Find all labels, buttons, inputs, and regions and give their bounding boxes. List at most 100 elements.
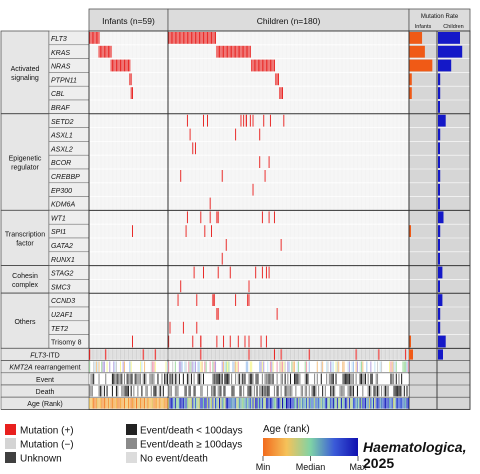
annotation-cell: [267, 373, 269, 385]
annotation-cell: [123, 361, 126, 372]
annotation-cell: [213, 349, 215, 360]
annotation-label: Event: [36, 377, 54, 384]
annotation-cell: [346, 398, 348, 409]
annotation-cell: [344, 373, 346, 385]
annotation-cell: [221, 361, 223, 372]
annotation-cell: [406, 361, 408, 372]
annotation-cell: [268, 385, 270, 397]
annotation-cell: [131, 385, 134, 397]
annotation-cell: [123, 385, 126, 397]
annotation-cell: [379, 385, 381, 397]
annotation-cell: [330, 349, 332, 360]
rate-bar-infants: [409, 45, 425, 58]
annotation-cell: [144, 349, 146, 360]
annotation-cell: [298, 373, 300, 385]
annotation-cell: [351, 398, 353, 409]
annotation-cell: [364, 385, 367, 397]
annotation-cell: [134, 361, 136, 372]
annotation-cell: [198, 361, 200, 372]
annotation-cell: [201, 361, 203, 372]
mutation-mark-child: [245, 45, 247, 58]
legend-swatch: [5, 452, 16, 463]
annotation-cell: [398, 373, 400, 385]
annotation-cell: [343, 361, 345, 372]
annotation-cell: [378, 361, 380, 372]
annotation-cell: [344, 398, 346, 409]
gene-label: CCND3: [51, 298, 75, 305]
annotation-cell: [394, 385, 396, 397]
annotation-cell: [292, 398, 294, 409]
annotation-cell: [117, 373, 119, 385]
legend-swatch: [5, 424, 16, 435]
annotation-cell: [181, 349, 183, 360]
annotation-cell: [188, 349, 190, 360]
annotation-cell: [91, 373, 93, 385]
annotation-cell: [227, 349, 229, 360]
annotation-cell: [304, 373, 306, 385]
annotation-cell: [315, 385, 317, 397]
annotation-cell: [340, 361, 342, 372]
annotation-cell: [114, 349, 116, 360]
annotation-cell: [364, 349, 367, 360]
annotation-cell: [314, 385, 316, 397]
annotation-cell: [149, 385, 151, 397]
annotation-cell: [374, 361, 376, 372]
annotation-cell: [188, 373, 190, 385]
annotation-cell: [302, 385, 304, 397]
annotation-cell: [185, 373, 187, 385]
annotation-cell: [110, 361, 112, 372]
annotation-cell: [204, 398, 206, 409]
annotation-cell: [146, 373, 148, 385]
annotation-cell: [276, 349, 278, 360]
annotation-cell: [201, 398, 203, 409]
annotation-cell: [216, 373, 218, 385]
annotation-cell: [377, 349, 379, 360]
annotation-cell: [370, 349, 372, 360]
mutation-mark-child: [273, 211, 275, 224]
annotation-cell: [224, 361, 226, 372]
rate-bar-infants: [409, 32, 423, 44]
mutation-mark-infant: [97, 32, 99, 44]
mutation-mark-child: [269, 114, 271, 127]
annotation-cell: [240, 398, 242, 409]
annotation-cell: [378, 398, 380, 409]
annotation-cell: [156, 398, 158, 409]
annotation-cell: [91, 349, 93, 360]
annotation-cell: [315, 349, 317, 360]
annotation-cell: [308, 373, 310, 385]
annotation-cell: [205, 373, 207, 385]
annotation-cell: [235, 349, 237, 360]
annotation-cell: [208, 385, 210, 397]
annotation-cell: [381, 349, 383, 360]
annotation-cell: [295, 373, 297, 385]
annotation-cell: [182, 361, 184, 372]
annotation-cell: [109, 398, 111, 409]
annotation-cell: [240, 361, 242, 372]
annotation-cell: [148, 398, 150, 409]
annotation-cell: [206, 349, 209, 360]
annotation-cell: [391, 385, 393, 397]
annotation-cell: [314, 373, 316, 385]
annotation-cell: [154, 385, 156, 397]
annotation-cell: [387, 361, 389, 372]
annotation-cell: [348, 373, 350, 385]
annotation-cell: [328, 349, 330, 360]
annotation-cell: [186, 349, 188, 360]
annotation-cell: [156, 349, 158, 360]
mutation-mark-infant: [111, 59, 113, 72]
annotation-cell: [144, 361, 146, 372]
annotation-cell: [157, 373, 159, 385]
annotation-cell: [351, 385, 353, 397]
annotation-cell: [340, 349, 342, 360]
annotation-cell: [121, 373, 123, 385]
annotation-cell: [231, 398, 233, 409]
annotation-cell: [113, 373, 115, 385]
annotation-cell: [125, 373, 127, 385]
annotation-cell: [144, 385, 146, 397]
mutation-mark-child: [213, 294, 215, 306]
mutation-mark-infant: [121, 59, 123, 72]
mutation-mark-child: [265, 335, 267, 348]
annotation-cell: [348, 385, 350, 397]
annotation-cell: [145, 373, 147, 385]
annotation-cell: [347, 373, 349, 385]
